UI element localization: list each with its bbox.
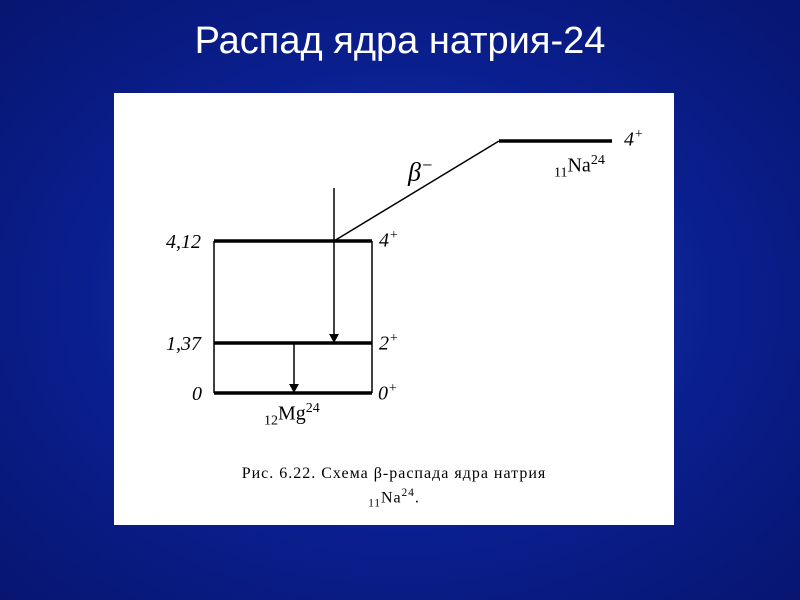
spin-0plus-mg: 0+	[378, 381, 397, 406]
caption-suffix: -распада ядра натрия	[383, 465, 546, 482]
caption-dot: .	[415, 489, 420, 506]
parity: +	[388, 381, 397, 396]
na-el: Na	[567, 155, 590, 177]
figure-box: 4,12 1,37 0 4+ 2+ 0+ 4+ β− 11Na24 12Mg24	[114, 93, 674, 525]
spin-value: 0	[378, 383, 388, 405]
spin-value: 4	[379, 230, 389, 252]
mg-a: 24	[306, 401, 320, 416]
caption-a: 24	[402, 487, 415, 499]
caption-prefix: Рис. 6.22. Схема	[242, 465, 374, 482]
figure-caption: Рис. 6.22. Схема β-распада ядра натрия	[114, 465, 674, 483]
energy-label-4-12: 4,12	[166, 231, 201, 254]
mg-z: 12	[264, 414, 278, 429]
beta-symbol: β	[408, 158, 421, 187]
spin-2plus-mg: 2+	[379, 331, 398, 356]
nuclide-mg24: 12Mg24	[264, 401, 320, 430]
parity: +	[389, 228, 398, 243]
beta-label: β−	[408, 155, 433, 188]
slide: Распад ядра натрия-24 4,12 1,37 0 4+ 2+ …	[0, 0, 800, 600]
mg-el: Mg	[278, 403, 306, 425]
caption-z: 11	[368, 498, 381, 510]
slide-title: Распад ядра натрия-24	[0, 20, 800, 63]
caption-el: Na	[381, 489, 402, 506]
spin-value: 2	[379, 333, 389, 355]
figure-caption-line2: 11Na24.	[114, 487, 674, 510]
spin-4plus-mg: 4+	[379, 228, 398, 253]
na-a: 24	[591, 153, 605, 168]
caption-greek: β	[374, 465, 383, 482]
spin-value: 4	[624, 129, 634, 151]
spin-4plus-na: 4+	[624, 127, 643, 152]
energy-label-1-37: 1,37	[166, 333, 201, 356]
na-z: 11	[554, 166, 567, 181]
beta-sign: −	[421, 155, 433, 175]
nuclide-na24: 11Na24	[554, 153, 605, 182]
parity: +	[634, 127, 643, 142]
energy-label-0: 0	[192, 383, 202, 406]
parity: +	[389, 331, 398, 346]
